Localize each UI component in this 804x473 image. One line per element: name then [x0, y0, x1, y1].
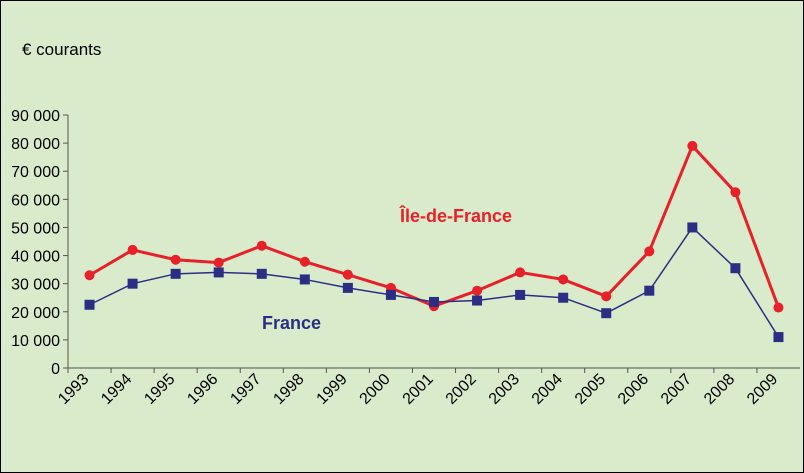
series-label: Île-de-France	[399, 205, 512, 226]
y-tick-label: 50 000	[11, 220, 60, 237]
point	[385, 289, 396, 300]
y-tick-label: 70 000	[11, 164, 60, 181]
point	[515, 267, 526, 278]
point	[730, 263, 741, 274]
y-tick-label: 10 000	[11, 333, 60, 350]
point	[773, 302, 784, 313]
point	[256, 240, 267, 251]
point	[342, 282, 353, 293]
point	[515, 289, 526, 300]
point	[601, 291, 612, 302]
point	[127, 278, 138, 289]
point	[170, 268, 181, 279]
point	[472, 285, 483, 296]
point	[644, 285, 655, 296]
point	[299, 256, 310, 267]
point	[558, 292, 569, 303]
point	[687, 222, 698, 233]
point	[687, 140, 698, 151]
point	[342, 269, 353, 280]
point	[429, 296, 439, 307]
point	[213, 267, 224, 278]
point	[84, 299, 95, 310]
point	[730, 187, 741, 198]
y-tick-label: 40 000	[11, 249, 60, 266]
y-axis-label: € courants	[22, 40, 101, 59]
point	[644, 246, 655, 257]
y-tick-label: 80 000	[11, 136, 60, 153]
y-tick-label: 20 000	[11, 305, 60, 322]
point	[127, 244, 138, 255]
point	[472, 295, 483, 306]
point	[84, 270, 95, 281]
point	[773, 332, 784, 343]
point	[601, 308, 612, 319]
point	[299, 274, 310, 285]
y-tick-label: 30 000	[11, 277, 60, 294]
y-tick-label: 0	[51, 361, 60, 378]
point	[213, 257, 224, 268]
point	[170, 254, 181, 265]
point	[256, 268, 267, 279]
y-tick-label: 60 000	[11, 192, 60, 209]
point	[558, 274, 569, 285]
y-tick-label: 90 000	[11, 108, 60, 125]
series-label: France	[262, 313, 321, 333]
